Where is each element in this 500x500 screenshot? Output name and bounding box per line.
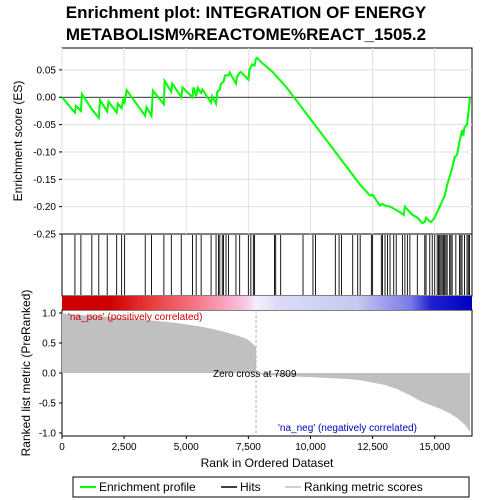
x-tick-label: 12,500	[357, 442, 388, 453]
es-curve	[61, 56, 471, 225]
legend-label-metric: Ranking metric scores	[304, 480, 423, 494]
es-y-ticks: 0.05 0.00 -0.05 -0.10 -0.15 -0.20 -0.25	[33, 65, 62, 241]
es-y-tick-label: 0.05	[37, 65, 57, 76]
metric-y-tick-label: 1.0	[42, 309, 56, 320]
chart-title-line1: Enrichment plot: INTEGRATION OF ENERGY	[66, 3, 427, 22]
chart-title-line2: METABOLISM%REACTOME%REACT_1505.2	[66, 25, 426, 44]
pos-correlated-label: 'na_pos' (positively correlated)	[68, 312, 202, 323]
hits-layer	[74, 235, 470, 295]
x-axis-ticks: 0 2,500 5,000 7,500 10,000 12,500 15,000	[59, 436, 450, 453]
rank-color-bar	[62, 296, 472, 310]
metric-y-tick-label: -1.0	[39, 429, 57, 440]
x-tick-label: 5,000	[174, 442, 199, 453]
x-tick-label: 2,500	[112, 442, 137, 453]
legend-label-enrichment: Enrichment profile	[99, 480, 196, 494]
x-tick-label: 0	[59, 442, 65, 453]
metric-y-tick-label: -0.5	[39, 399, 57, 410]
es-y-axis-label: Enrichment score (ES)	[11, 81, 25, 202]
metric-area	[62, 313, 470, 432]
es-line-layer	[61, 56, 471, 225]
legend-label-hits: Hits	[240, 480, 261, 494]
es-y-tick-label: -0.20	[33, 202, 56, 213]
rank-color-bar-fill	[62, 296, 472, 310]
es-y-tick-label: -0.05	[33, 120, 56, 131]
es-y-tick-label: -0.15	[33, 175, 56, 186]
metric-layer	[62, 310, 470, 436]
metric-y-ticks: 1.0 0.5 0.0 -0.5 -1.0	[39, 309, 62, 440]
es-y-tick-label: -0.10	[33, 147, 56, 158]
metric-y-axis-label: Ranked list metric (PreRanked)	[19, 290, 33, 457]
metric-y-tick-label: 0.5	[42, 339, 56, 350]
legend: Enrichment profile Hits Ranking metric s…	[72, 476, 470, 498]
x-tick-label: 10,000	[295, 442, 326, 453]
neg-correlated-label: 'na_neg' (negatively correlated)	[278, 423, 417, 434]
zero-cross-label: Zero cross at 7809	[213, 369, 297, 380]
es-panel-frame	[61, 47, 473, 235]
metric-y-tick-label: 0.0	[42, 369, 56, 380]
x-tick-label: 15,000	[419, 442, 450, 453]
es-y-tick-label: -0.25	[33, 230, 56, 241]
hits-panel-frame	[61, 233, 473, 297]
es-y-tick-label: 0.00	[37, 93, 57, 104]
x-axis-label: Rank in Ordered Dataset	[201, 456, 334, 470]
es-grid	[61, 48, 472, 234]
legend-frame	[72, 476, 470, 498]
x-tick-label: 7,500	[236, 442, 261, 453]
